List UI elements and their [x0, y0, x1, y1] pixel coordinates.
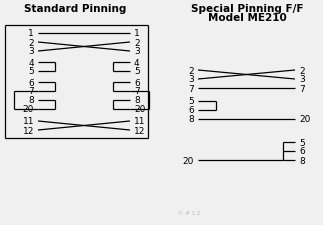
Text: 6: 6: [28, 78, 34, 87]
Text: 7: 7: [188, 84, 194, 93]
Text: 3: 3: [134, 47, 140, 56]
Text: 7: 7: [299, 84, 305, 93]
Text: 20: 20: [182, 156, 194, 165]
Text: 8: 8: [299, 156, 305, 165]
Text: 6: 6: [299, 147, 305, 156]
Text: 1: 1: [134, 29, 140, 38]
Text: 2: 2: [299, 66, 305, 75]
Text: Special Pinning F/F: Special Pinning F/F: [191, 4, 303, 14]
Text: 12: 12: [23, 126, 34, 135]
Text: 7: 7: [134, 87, 140, 96]
Text: 5: 5: [188, 97, 194, 106]
Text: © # 1 2: © # 1 2: [178, 210, 200, 215]
Text: 20: 20: [23, 105, 34, 114]
Text: 5: 5: [299, 138, 305, 147]
Text: 6: 6: [188, 106, 194, 115]
Text: 3: 3: [188, 75, 194, 84]
Text: 6: 6: [134, 78, 140, 87]
Text: 5: 5: [28, 67, 34, 76]
Text: 8: 8: [134, 96, 140, 105]
Text: Standard Pinning: Standard Pinning: [24, 4, 126, 14]
Text: 4: 4: [134, 58, 140, 67]
Text: 2: 2: [134, 38, 140, 47]
Text: 2: 2: [188, 66, 194, 75]
Text: 2: 2: [28, 38, 34, 47]
Text: 5: 5: [134, 67, 140, 76]
Text: 1: 1: [28, 29, 34, 38]
Text: 4: 4: [28, 58, 34, 67]
Text: 20: 20: [134, 105, 145, 114]
Text: Model ME210: Model ME210: [208, 13, 287, 23]
Text: 8: 8: [188, 115, 194, 124]
Text: 12: 12: [134, 126, 145, 135]
Text: 7: 7: [28, 87, 34, 96]
Text: 11: 11: [23, 117, 34, 126]
Text: 11: 11: [134, 117, 145, 126]
Text: 8: 8: [28, 96, 34, 105]
Text: 3: 3: [28, 47, 34, 56]
Text: 3: 3: [299, 75, 305, 84]
Text: 20: 20: [299, 115, 310, 124]
